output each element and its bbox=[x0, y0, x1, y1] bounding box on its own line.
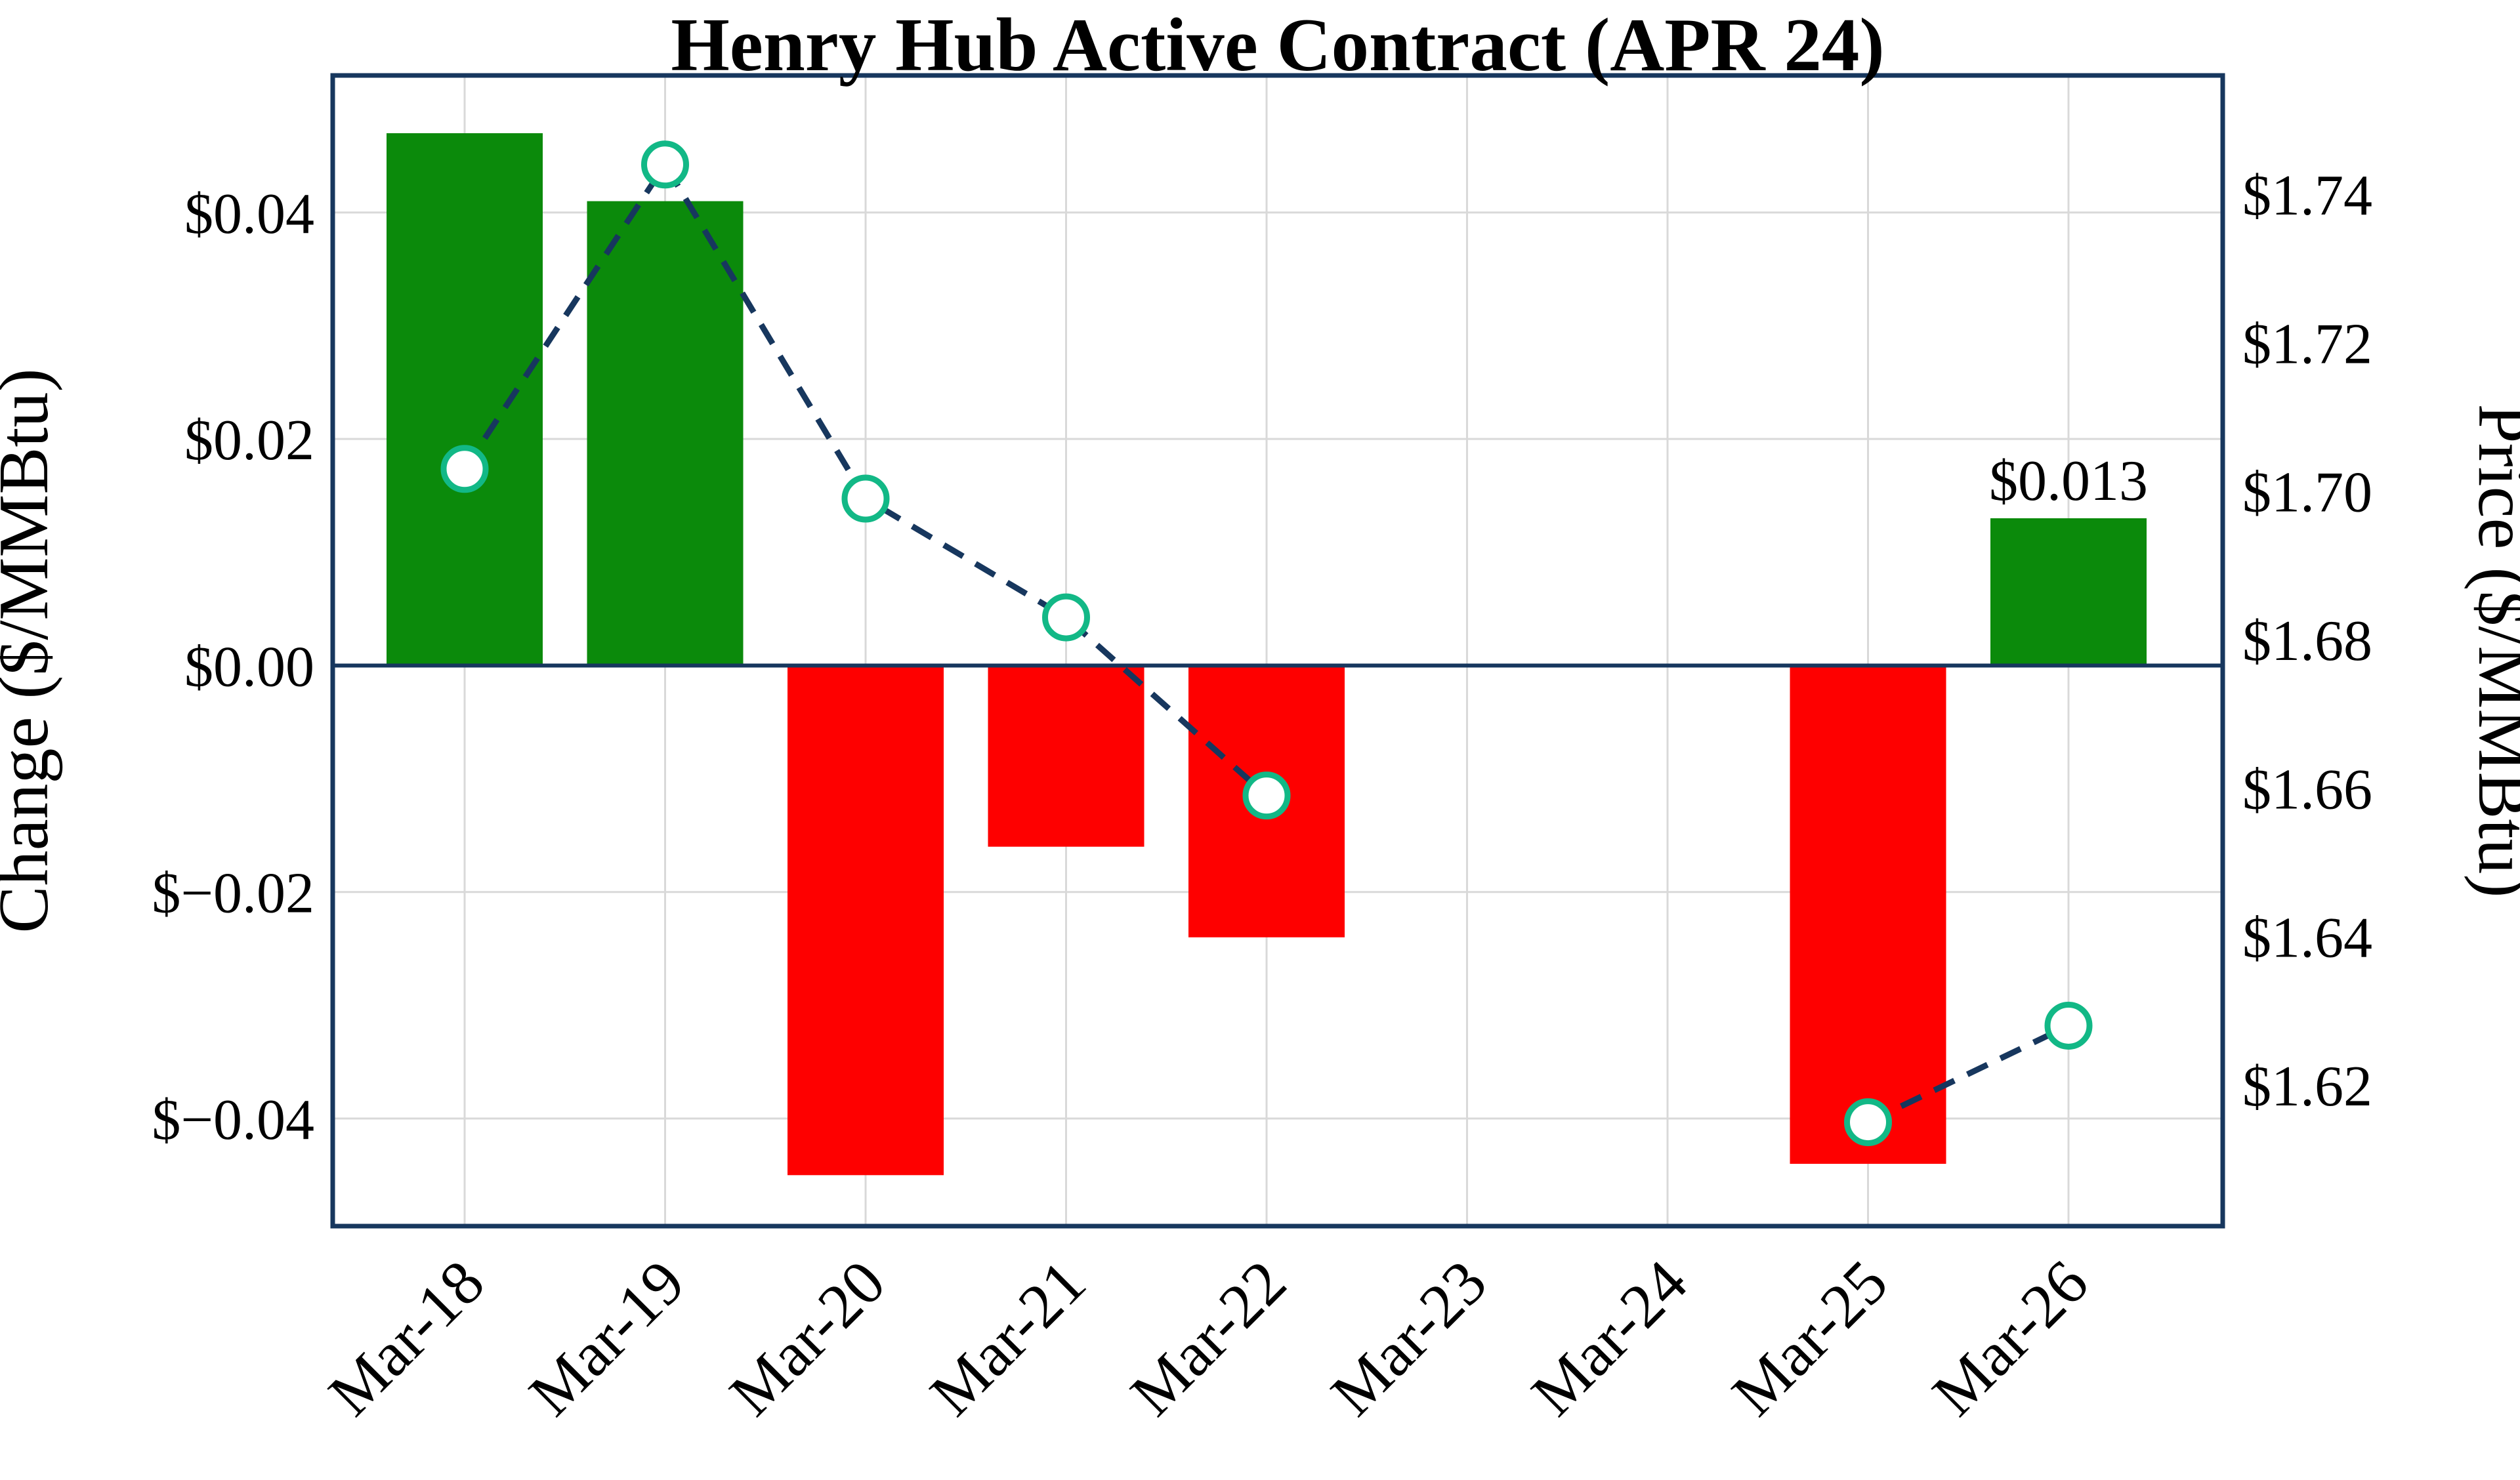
plot-border bbox=[330, 73, 2225, 1229]
x-axis-tick-label: Mar-22 bbox=[1117, 1246, 1299, 1429]
x-axis-tick-label: Mar-21 bbox=[916, 1246, 1099, 1429]
price-line bbox=[1866, 1023, 2070, 1125]
left-axis-tick-label: $−0.04 bbox=[152, 1088, 314, 1152]
x-axis-tick-label: Mar-25 bbox=[1718, 1246, 1900, 1429]
x-axis-tick-label: Mar-26 bbox=[1919, 1246, 2101, 1429]
price-marker-Mar-20 bbox=[841, 474, 890, 523]
price-marker-Mar-22 bbox=[1242, 771, 1291, 820]
right-axis-tick-label: $1.70 bbox=[2242, 461, 2372, 525]
change-bar-Mar-18 bbox=[387, 133, 543, 666]
left-axis-title: Change ($/MMBtu) bbox=[0, 369, 63, 934]
price-marker-Mar-19 bbox=[641, 140, 689, 189]
change-bar-Mar-25 bbox=[1790, 665, 1946, 1164]
left-axis-tick-label: $0.00 bbox=[184, 635, 314, 699]
right-axis-tick-label: $1.62 bbox=[2242, 1055, 2372, 1119]
right-axis-tick-label: $1.66 bbox=[2242, 758, 2372, 821]
x-axis-tick-label: Mar-19 bbox=[515, 1246, 698, 1429]
x-axis-tick-label: Mar-18 bbox=[315, 1246, 497, 1429]
change-bar-Mar-19 bbox=[587, 201, 744, 666]
price-marker-Mar-25 bbox=[1844, 1098, 1892, 1147]
x-axis-tick-label: Mar-20 bbox=[716, 1246, 898, 1429]
price-marker-Mar-18 bbox=[440, 445, 489, 493]
right-axis-tick-label: $1.68 bbox=[2242, 609, 2372, 673]
right-axis-tick-label: $1.74 bbox=[2242, 164, 2372, 228]
change-bar-Mar-20 bbox=[788, 665, 944, 1176]
change-bar-Mar-21 bbox=[988, 665, 1144, 847]
x-axis-tick-label: Mar-23 bbox=[1317, 1246, 1500, 1429]
left-axis-tick-label: $−0.02 bbox=[152, 862, 314, 926]
chart-title: Henry Hub Active Contract (APR 24) bbox=[671, 3, 1885, 87]
left-axis-tick-label: $0.02 bbox=[184, 409, 314, 472]
right-axis-tick-label: $1.72 bbox=[2242, 312, 2372, 376]
change-bar-Mar-26 bbox=[1990, 518, 2147, 666]
x-axis-tick-label: Mar-24 bbox=[1518, 1246, 1700, 1429]
left-axis-tick-label: $0.04 bbox=[184, 182, 314, 246]
price-marker-Mar-26 bbox=[2044, 1001, 2093, 1050]
bar-value-annotation: $0.013 bbox=[1989, 449, 2148, 513]
right-axis-title: Price ($/MMBtu) bbox=[2464, 404, 2520, 898]
price-marker-Mar-21 bbox=[1042, 593, 1090, 642]
right-axis-tick-label: $1.64 bbox=[2242, 907, 2372, 970]
